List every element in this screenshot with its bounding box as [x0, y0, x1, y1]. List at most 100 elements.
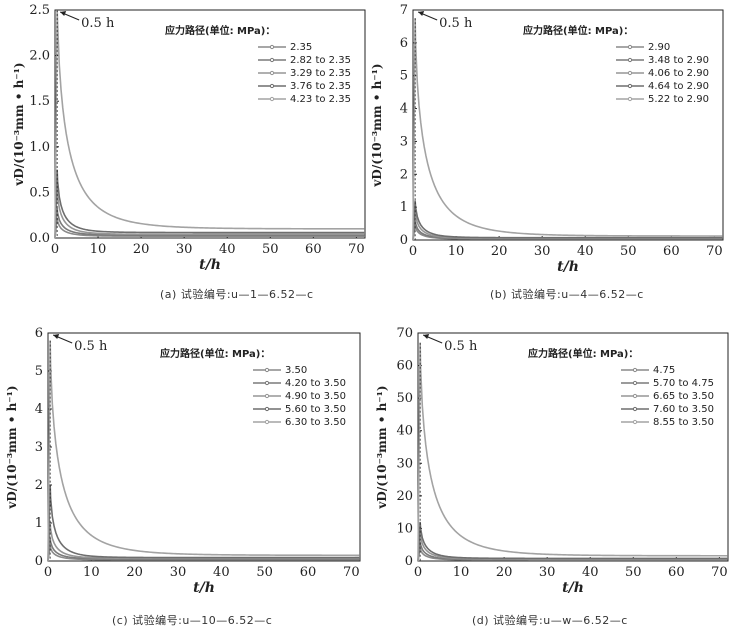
legend-marker — [264, 380, 270, 386]
legend-marker — [632, 380, 638, 386]
series-line — [417, 521, 728, 562]
x-tick-label: 60 — [300, 565, 317, 580]
caption-a: (a) 试验编号:u—1—6.52—c — [160, 288, 314, 301]
x-tick-label: 60 — [668, 565, 685, 580]
legend-marker — [269, 70, 275, 76]
x-tick-label: 40 — [213, 565, 230, 580]
plot-frame — [412, 9, 724, 241]
legend-marker — [269, 44, 275, 50]
legend-title: 应力路径(单位: MPa)： — [523, 24, 633, 37]
x-tick-label: 10 — [83, 565, 100, 580]
legend-marker — [269, 96, 275, 102]
y-tick-label: 1 — [400, 200, 408, 215]
y-tick-label: 40 — [396, 424, 413, 439]
caption-b: (b) 试验编号:u—4—6.52—c — [490, 288, 644, 301]
legend-entry: 4.06 to 2.90 — [648, 68, 709, 79]
y-tick-label: 2.5 — [29, 3, 50, 18]
series-line — [54, 169, 365, 239]
legend-marker — [627, 83, 633, 89]
legend-entry: 3.29 to 2.35 — [290, 68, 351, 79]
legend-marker — [264, 393, 270, 399]
series-line — [417, 531, 728, 562]
chart-panel-c: 0 10 20 30 40 50 60 70 0 1 2 3 4 5 6 t/h vD/(10⁻³mm • h⁻… — [5, 326, 361, 596]
legend-marker — [627, 44, 633, 50]
chart-panel-a: 0 10 20 30 40 50 60 70 0.0 0.5 1.0 1.5 2.0 2.5 t/h vD/(… — [12, 3, 366, 273]
series-line — [412, 18, 723, 241]
legend-marker — [632, 419, 638, 425]
legend-marker — [632, 367, 638, 373]
x-tick-label: 70 — [711, 565, 728, 580]
y-tick-label: 70 — [396, 326, 413, 341]
chart-panel-d: 0 10 20 30 40 50 60 70 0 10 20 30 40 50 60 70 t/h vD/(10⁻… — [375, 326, 729, 596]
plot-frame — [47, 332, 361, 562]
legend-entry: 5.60 to 3.50 — [285, 404, 346, 415]
annotation-label: 0.5 h — [444, 339, 478, 354]
x-tick-label: 0 — [44, 565, 52, 580]
legend-entry: 4.90 to 3.50 — [285, 391, 346, 402]
series-line — [412, 200, 723, 241]
x-axis-label: t/h — [562, 580, 584, 596]
y-axis-label: vD/(10⁻³mm • h⁻¹) — [5, 385, 19, 509]
y-tick-label: 10 — [396, 521, 413, 536]
legend-entry: 2.90 — [648, 42, 670, 53]
y-tick-label: 3 — [35, 440, 43, 455]
x-tick-label: 30 — [170, 565, 187, 580]
x-tick-label: 40 — [577, 244, 594, 259]
y-tick-label: 0 — [35, 554, 43, 569]
legend-entry: 4.20 to 3.50 — [285, 378, 346, 389]
x-tick-label: 30 — [534, 244, 551, 259]
legend-entry: 5.70 to 4.75 — [653, 378, 714, 389]
legend-marker — [627, 57, 633, 63]
y-tick-label: 3 — [400, 134, 408, 149]
x-tick-label: 20 — [491, 244, 508, 259]
legend-title: 应力路径(单位: MPa)： — [165, 24, 275, 37]
y-tick-label: 5 — [35, 364, 43, 379]
x-tick-label: 30 — [176, 242, 193, 257]
x-tick-label: 10 — [453, 565, 470, 580]
y-tick-label: 30 — [396, 456, 413, 471]
x-tick-label: 60 — [663, 244, 680, 259]
x-tick-label: 70 — [348, 242, 365, 257]
series-line — [47, 340, 360, 562]
annotation-label: 0.5 h — [81, 16, 115, 31]
y-tick-label: 0.5 — [29, 185, 50, 200]
y-tick-label: 2 — [35, 478, 43, 493]
y-tick-label: 0 — [400, 233, 408, 248]
y-tick-label: 6 — [35, 326, 43, 341]
series-line — [47, 484, 360, 562]
x-tick-label: 60 — [305, 242, 322, 257]
annotation-arrowhead — [423, 334, 430, 339]
legend-entry: 6.30 to 3.50 — [285, 417, 346, 428]
x-axis-label: t/h — [199, 257, 221, 273]
x-tick-label: 30 — [539, 565, 556, 580]
y-tick-label: 2.0 — [29, 49, 50, 64]
series-line — [417, 342, 728, 562]
legend-entry: 3.76 to 2.35 — [290, 81, 351, 92]
y-tick-label: 1.0 — [29, 140, 50, 155]
x-tick-label: 40 — [219, 242, 236, 257]
legend-entry: 4.75 — [653, 365, 675, 376]
legend-marker — [627, 70, 633, 76]
legend-entry: 2.35 — [290, 42, 312, 53]
legend-marker — [627, 96, 633, 102]
y-axis-label: vD/(10⁻³mm • h⁻¹) — [370, 63, 384, 187]
legend-entry: 6.65 to 3.50 — [653, 391, 714, 402]
legend-entry: 4.64 to 2.90 — [648, 81, 709, 92]
x-tick-label: 10 — [90, 242, 107, 257]
series-line — [54, 9, 365, 239]
legend-marker — [632, 393, 638, 399]
y-axis-label: vD/(10⁻³mm • h⁻¹) — [375, 385, 389, 509]
caption-c: (c) 试验编号:u—10—6.52—c — [112, 614, 273, 627]
legend-marker — [264, 419, 270, 425]
y-tick-label: 1.5 — [29, 94, 50, 109]
x-tick-label: 50 — [625, 565, 642, 580]
y-tick-label: 20 — [396, 489, 413, 504]
y-tick-label: 4 — [400, 102, 408, 117]
legend-marker — [632, 406, 638, 412]
x-tick-label: 0 — [51, 242, 59, 257]
x-tick-label: 0 — [409, 244, 417, 259]
x-tick-label: 20 — [133, 242, 150, 257]
y-tick-label: 1 — [35, 516, 43, 531]
y-tick-label: 5 — [400, 69, 408, 84]
